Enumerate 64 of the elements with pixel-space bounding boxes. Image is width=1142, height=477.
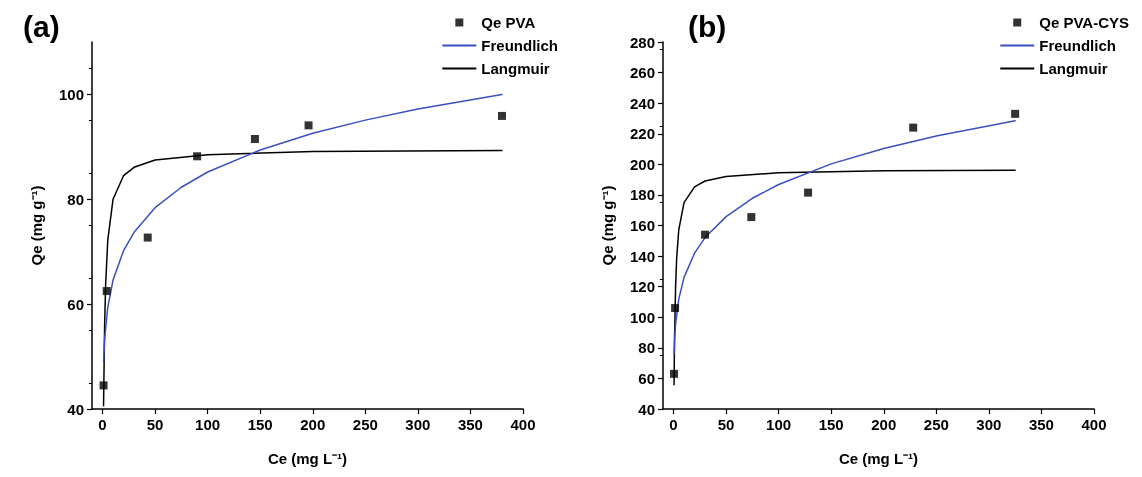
point: [804, 188, 813, 197]
x-tick-label: 0: [669, 416, 678, 433]
x-tick-label: 200: [871, 416, 897, 433]
y-tick-label: 280: [629, 33, 655, 51]
y-tick-label: 100: [629, 308, 655, 326]
point: [701, 230, 710, 239]
x-tick-label: 0: [98, 416, 107, 433]
x-tick-label: 100: [195, 416, 221, 433]
point: [250, 134, 259, 143]
point: [1011, 109, 1020, 118]
chart-title: (a): [23, 9, 60, 43]
point: [747, 213, 756, 222]
x-tick-label: 350: [457, 416, 483, 433]
y-tick-label: 80: [638, 339, 655, 357]
y-tick-label: 180: [629, 186, 655, 204]
x-axis-title: Ce (mg L⁻¹): [838, 450, 919, 467]
y-tick-label: 100: [58, 85, 84, 103]
y-tick-label: 220: [629, 125, 655, 143]
x-tick-label: 200: [300, 416, 326, 433]
legend-label: Qe PVA: [481, 14, 536, 31]
x-axis-title: Ce (mg L⁻¹): [267, 450, 348, 467]
x-tick-label: 400: [510, 416, 536, 433]
point: [671, 304, 680, 313]
x-tick-label: 350: [1028, 416, 1054, 433]
y-tick-label: 80: [67, 190, 84, 208]
line-series: [673, 120, 1016, 356]
y-axis-title: Qe (mg g⁻¹): [28, 185, 45, 266]
point: [497, 111, 506, 120]
point: [304, 121, 313, 130]
x-tick-label: 300: [405, 416, 431, 433]
legend-label: Langmuir: [481, 60, 550, 77]
y-tick-label: 240: [629, 94, 655, 112]
legend-label: Qe PVA-CYS: [1039, 14, 1130, 31]
y-tick-label: 260: [629, 64, 655, 82]
x-tick-label: 250: [923, 416, 949, 433]
legend-label: Freundlich: [481, 37, 558, 54]
y-tick-label: 160: [629, 217, 655, 234]
y-tick-label: 120: [629, 278, 655, 296]
x-tick-label: 150: [818, 416, 844, 433]
x-tick-label: 100: [766, 416, 792, 433]
x-tick-label: 150: [247, 416, 273, 433]
y-tick-label: 60: [638, 369, 655, 387]
legend-label: Freundlich: [1039, 37, 1116, 54]
y-tick-label: 40: [638, 400, 655, 418]
y-tick-label: 200: [629, 155, 655, 173]
y-tick-label: 40: [67, 400, 84, 418]
x-tick-label: 400: [1081, 416, 1107, 433]
y-tick-label: 60: [67, 295, 84, 313]
y-axis-title: Qe (mg g⁻¹): [599, 185, 616, 266]
x-tick-label: 50: [146, 416, 164, 433]
y-tick-label: 140: [629, 247, 655, 265]
x-tick-label: 300: [976, 416, 1002, 433]
x-tick-label: 50: [717, 416, 735, 433]
point: [193, 152, 202, 161]
point: [670, 369, 679, 378]
x-tick-label: 250: [352, 416, 378, 433]
legend-label: Langmuir: [1039, 60, 1108, 77]
line-series: [673, 169, 1016, 386]
point: [909, 123, 918, 132]
point: [99, 381, 108, 390]
line-series: [102, 93, 503, 363]
point: [102, 287, 111, 296]
point: [143, 233, 152, 242]
chart-title: (b): [688, 9, 727, 43]
